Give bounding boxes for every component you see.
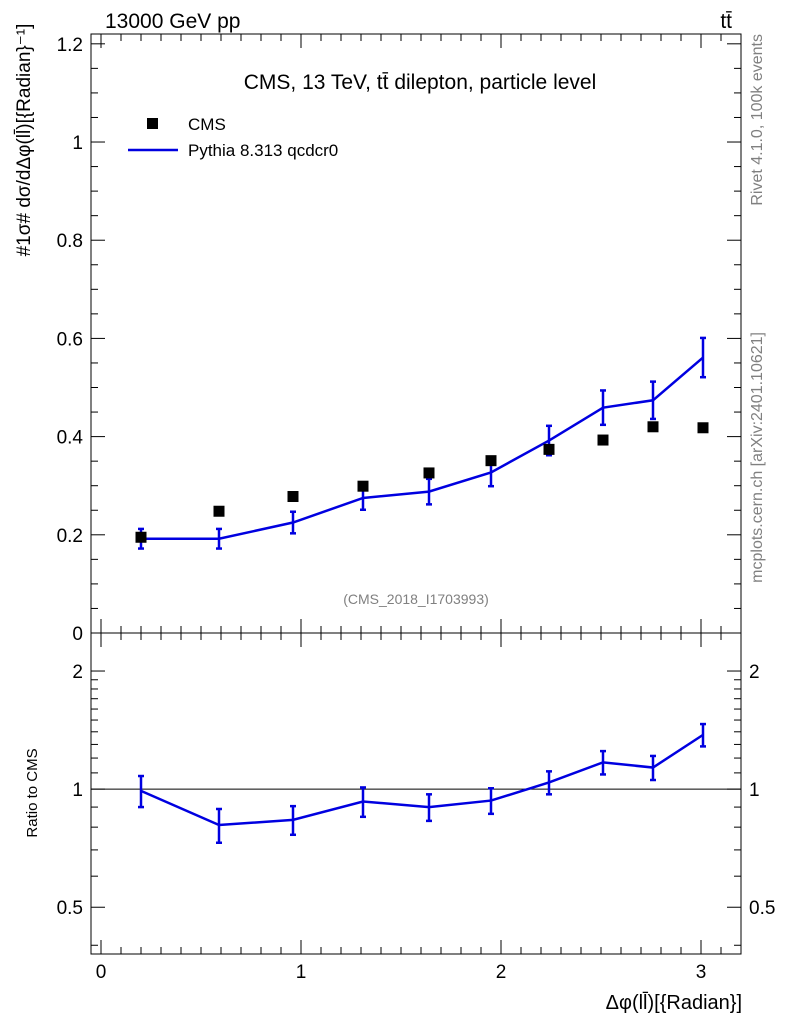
cms-data-point [647, 421, 659, 433]
cms-data-point [597, 434, 609, 446]
legend: CMS Pythia 8.313 qcdcr0 [128, 115, 338, 160]
process-label: tt̄ [720, 10, 732, 33]
main-y-tick-label: 1 [72, 133, 83, 154]
ratio-y-tick-label-right: 1 [749, 780, 760, 801]
x-axis: 0 1 2 3 [96, 633, 742, 983]
main-y-tick-label: 0.8 [57, 231, 83, 252]
cms-data-point [543, 443, 555, 455]
cms-data-point [213, 505, 225, 517]
ratio-y-tick-label-left: 1 [72, 780, 83, 801]
ratio-y-axis: 0.5 0.5 1 1 2 2 [57, 662, 775, 946]
rivet-version-label: Rivet 4.1.0, 100k events [749, 34, 766, 206]
ratio-y-tick-label-left: 0.5 [57, 898, 83, 919]
x-tick-label: 0 [96, 962, 107, 983]
ratio-y-axis-label: Ratio to CMS [24, 748, 41, 837]
ratio-y-tick-label-right: 2 [749, 662, 760, 683]
legend-pythia-label: Pythia 8.313 qcdcr0 [188, 141, 338, 160]
ratio-series-group [91, 722, 741, 845]
ratio-y-tick-label-right: 0.5 [749, 898, 775, 919]
main-y-tick-label: 0.6 [57, 329, 83, 350]
main-plot-panel: 0 0.2 0.4 0.6 0.8 1 1.2 CMS, 13 TeV, tt̄ dilep… [14, 24, 742, 645]
ratio-line [140, 733, 704, 827]
main-y-axis-label: #1σ# dσ/dΔφ(ll̄)[{Radian}⁻¹] [14, 24, 35, 257]
x-tick-label: 2 [496, 962, 507, 983]
x-axis-label: Δφ(ll̄)[{Radian}] [606, 991, 742, 1014]
energy-label: 13000 GeV pp [105, 10, 240, 33]
cms-data-point [423, 467, 435, 479]
pythia-line [141, 356, 704, 540]
cms-data-point [485, 455, 497, 467]
main-y-tick-label: 0 [72, 624, 83, 645]
ratio-plot-panel: 0.5 0.5 1 1 2 2 0 1 2 3 Ratio to CMS Δφ(ll̄)[{Ra… [24, 632, 775, 1014]
main-y-axis: 0 0.2 0.4 0.6 0.8 1 1.2 [57, 35, 741, 645]
analysis-label: (CMS_2018_I1703993) [343, 591, 489, 607]
main-x-axis-ticks [100, 34, 742, 633]
ratio-y-tick-label-left: 2 [72, 662, 83, 683]
main-y-tick-label: 0.4 [57, 428, 84, 449]
main-y-tick-label: 0.2 [57, 526, 83, 547]
x-tick-label: 3 [696, 962, 707, 983]
plot-title: CMS, 13 TeV, tt̄ dilepton, particle leve… [244, 71, 597, 94]
ratio-plot-frame [90, 632, 742, 955]
x-tick-label: 1 [296, 962, 307, 983]
cms-data-point [135, 531, 147, 543]
legend-cms-marker [147, 118, 158, 129]
cms-data-point [697, 422, 709, 434]
main-y-tick-label: 1.2 [57, 35, 83, 56]
main-series-group [135, 336, 709, 550]
legend-cms-label: CMS [188, 115, 226, 134]
mcplots-label: mcplots.cern.ch [arXiv:2401.10621] [749, 332, 766, 583]
cms-data-point [357, 480, 369, 492]
cms-data-point [287, 491, 299, 503]
